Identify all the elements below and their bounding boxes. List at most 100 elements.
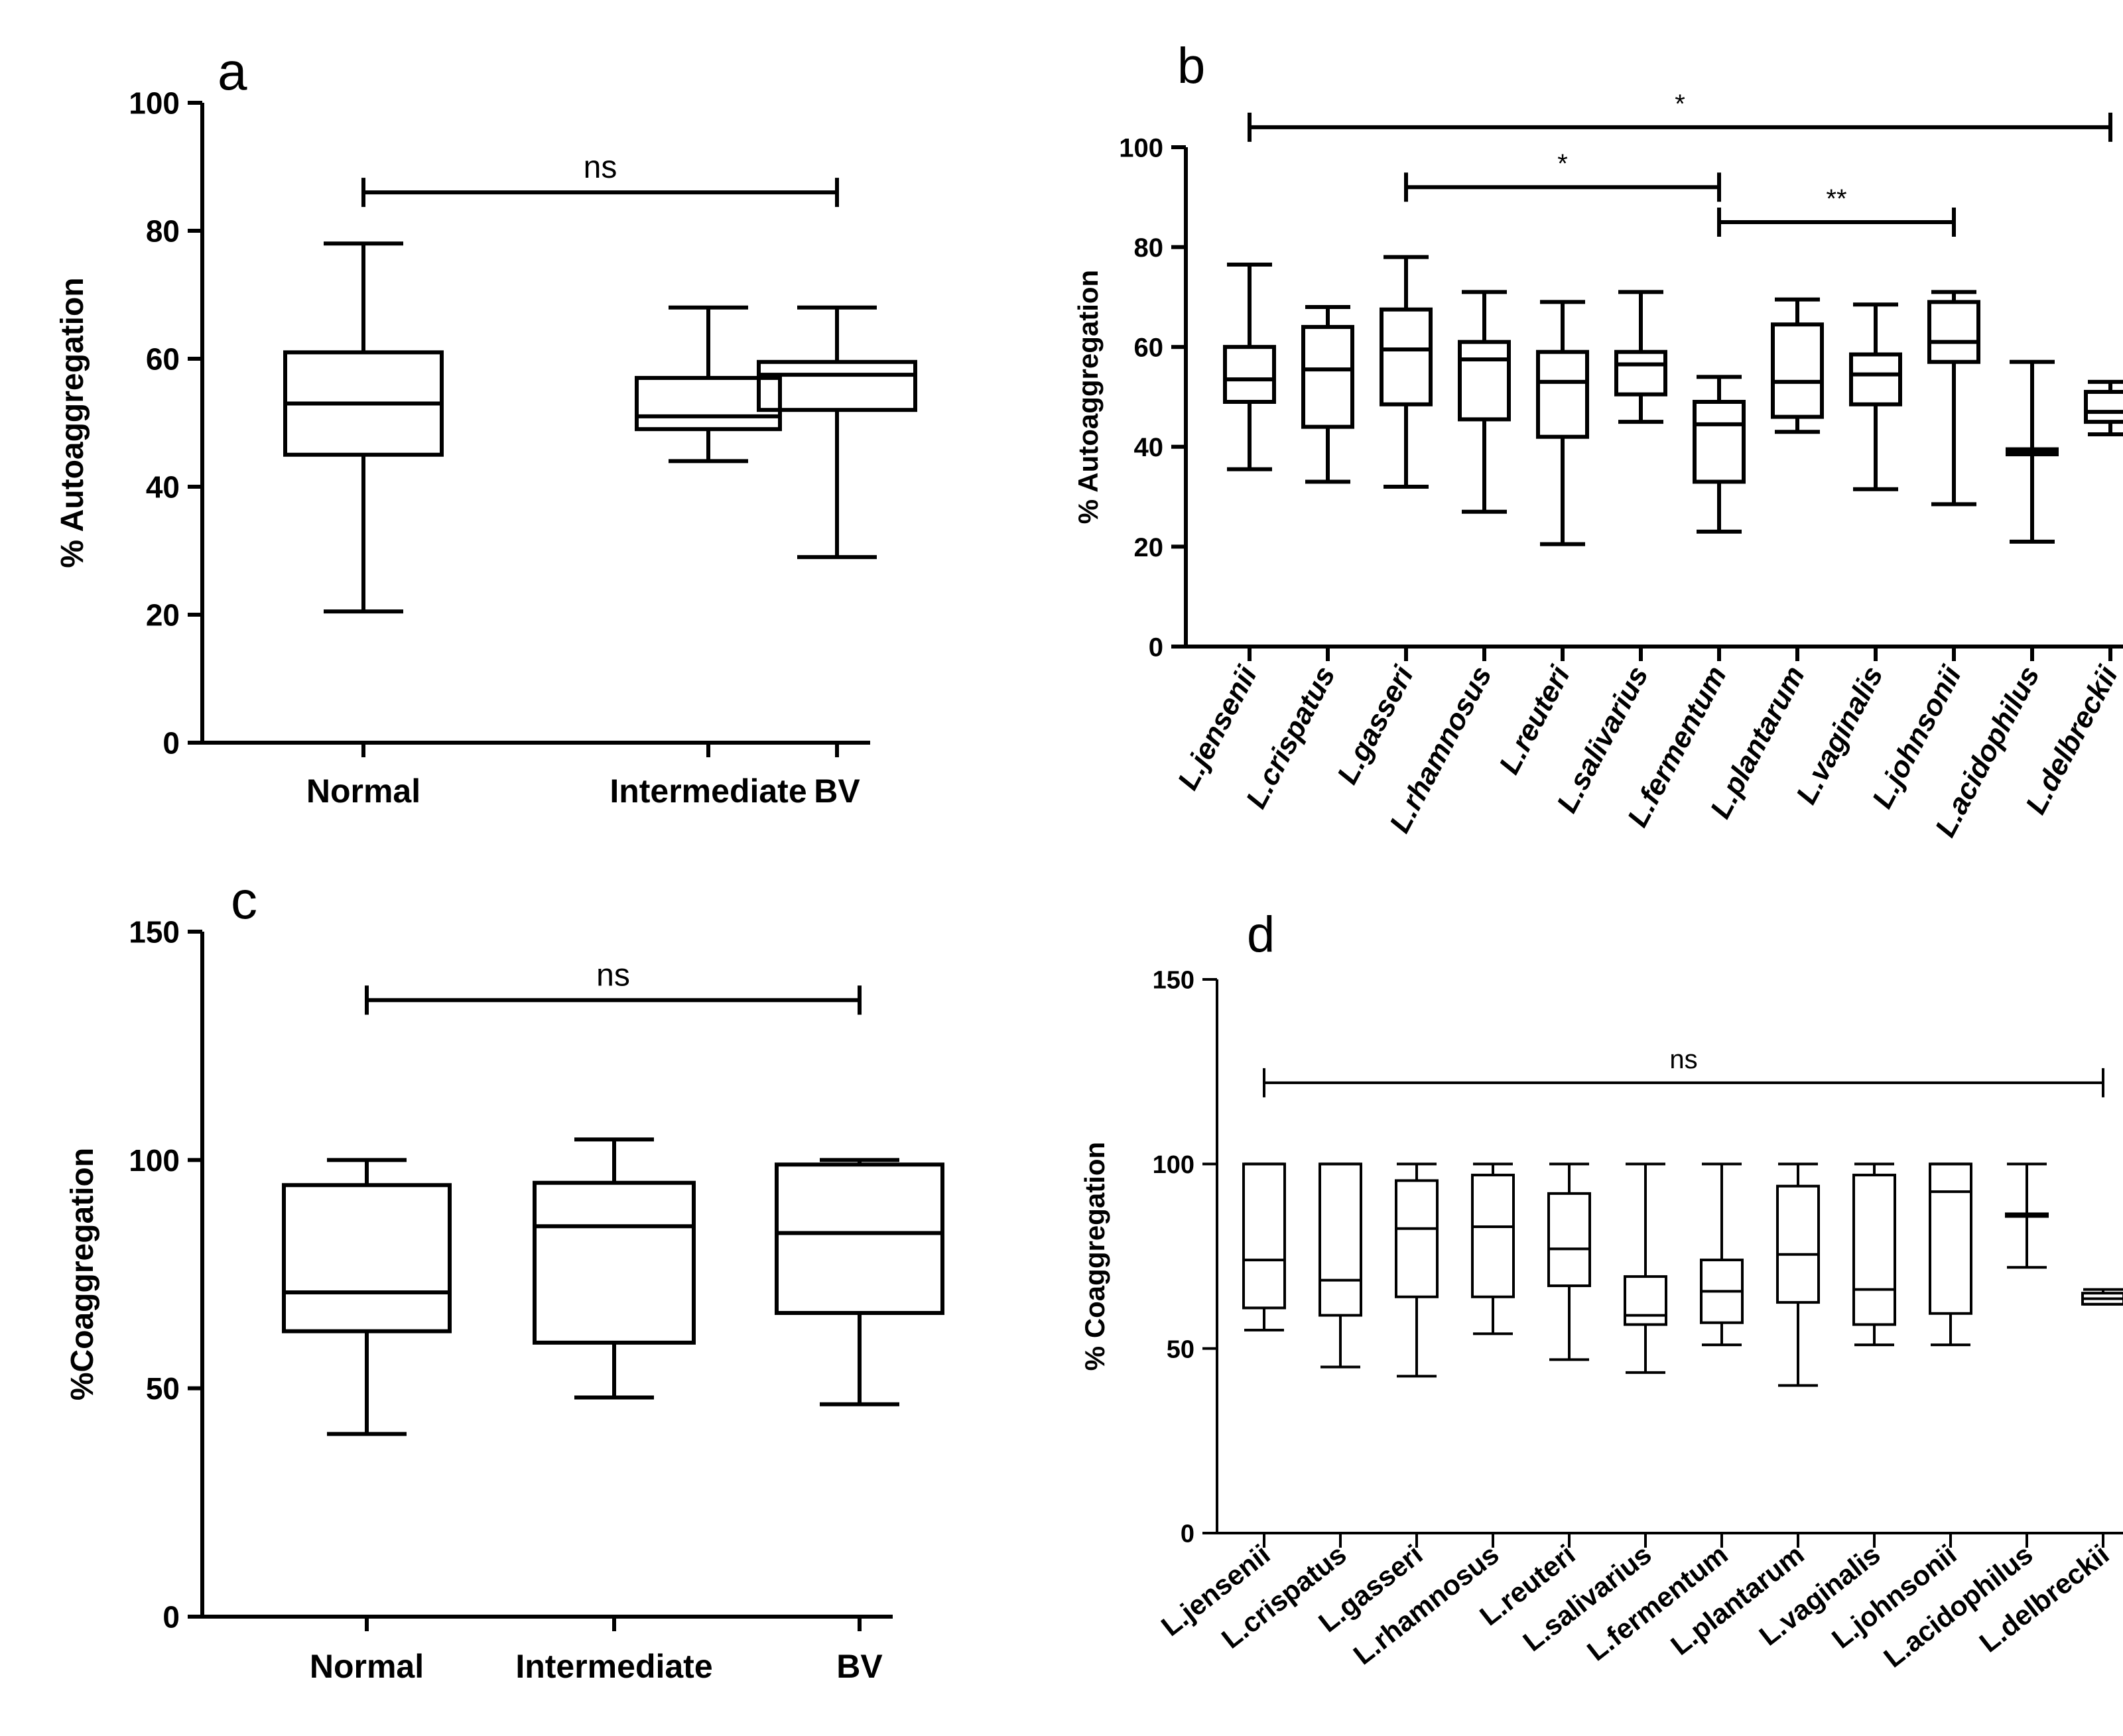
box-lgasseri <box>1395 1162 1439 1378</box>
y-axis-title: % Autoaggregation <box>1072 270 1104 524</box>
box-ljohnsonii <box>1929 1162 1972 1347</box>
comparison-bracket: ns <box>365 958 862 1015</box>
box-lrhamnosus <box>1458 290 1511 514</box>
box-lacidophilus <box>2006 359 2059 544</box>
iqr-box <box>1547 1192 1591 1288</box>
iqr-box <box>1380 307 1433 406</box>
panel-a: a 0 20 40 60 80 100 % Autoaggregation Normal Inte… <box>55 42 917 810</box>
box-lsalivarius <box>1624 1162 1667 1374</box>
box-lfermentum <box>1693 375 1746 534</box>
y-tick-label: 150 <box>1153 967 1194 995</box>
y-tick-label: 80 <box>146 214 180 249</box>
y-tick-label: 0 <box>162 1600 180 1635</box>
category-label: Intermediate <box>610 773 806 810</box>
box-normal <box>283 241 444 614</box>
iqr-box <box>1458 340 1511 422</box>
box-lfermentum <box>1700 1162 1744 1347</box>
box-ldelbreckii <box>2084 379 2123 436</box>
panel-letter: b <box>1177 38 1205 94</box>
y-tick-label: 100 <box>129 1143 180 1178</box>
comparison-bracket: ns <box>361 150 839 208</box>
iqr-box <box>635 375 782 432</box>
category-label: Normal <box>306 773 420 810</box>
category-label: L.jensenii <box>1171 660 1263 795</box>
box-lplantarum <box>1771 297 1824 434</box>
y-tick-label: 20 <box>146 598 180 633</box>
box-lplantarum <box>1776 1162 1820 1387</box>
category-label: Intermediate <box>515 1648 712 1685</box>
comparison-bracket: ns <box>1263 1045 2104 1097</box>
iqr-box <box>1849 352 1902 406</box>
y-tick-label: 0 <box>1149 633 1163 662</box>
iqr-box <box>1614 349 1667 397</box>
comparison-bracket: ** <box>1717 184 1956 237</box>
iqr-box <box>1771 322 1824 419</box>
iqr-box <box>533 1180 696 1345</box>
box-lrhamnosus <box>1471 1162 1515 1335</box>
y-tick-label: 100 <box>1153 1151 1194 1179</box>
y-tick-label: 80 <box>1134 233 1164 263</box>
significance-label: ** <box>1826 184 1846 214</box>
iqr-box <box>1929 1162 1972 1315</box>
category-label: L.gasseri <box>1331 660 1420 789</box>
box-lvaginalis <box>1852 1162 1896 1347</box>
y-tick-label: 50 <box>146 1371 180 1406</box>
box-bv <box>775 1158 944 1406</box>
category-label: BV <box>836 1648 883 1685</box>
iqr-box <box>1242 1162 1286 1310</box>
y-tick-label: 150 <box>129 915 180 950</box>
iqr-box <box>1395 1179 1439 1298</box>
iqr-box <box>775 1162 944 1316</box>
box-ljensenii <box>1223 262 1276 471</box>
iqr-box <box>1852 1174 1896 1326</box>
iqr-box <box>282 1183 452 1333</box>
significance-label: * <box>1675 90 1685 119</box>
iqr-box <box>1693 400 1746 484</box>
y-axis-title: % Autoaggregation <box>55 277 90 568</box>
y-tick-label: 0 <box>162 726 180 761</box>
y-axis-title: % Coaggregation <box>1079 1142 1110 1371</box>
box-lgasseri <box>1380 255 1433 489</box>
iqr-box <box>1223 345 1276 404</box>
box-intermediate <box>635 305 782 464</box>
y-tick-label: 40 <box>1134 433 1164 462</box>
y-tick-label: 20 <box>1134 533 1164 562</box>
box-lacidophilus <box>2005 1162 2049 1269</box>
iqr-box <box>1301 325 1354 429</box>
panel-letter: a <box>218 42 247 101</box>
box-ljohnsonii <box>1927 290 1980 507</box>
comparison-bracket: * <box>1248 90 2112 142</box>
box-lsalivarius <box>1614 290 1667 424</box>
panel-c: c 0 50 100 150 %Coaggregation Normal Intermedia… <box>65 871 944 1685</box>
box-normal <box>282 1158 452 1436</box>
iqr-box <box>1776 1184 1820 1304</box>
box-lcrispatus <box>1301 304 1354 484</box>
category-label: BV <box>814 773 860 810</box>
y-tick-label: 60 <box>1134 334 1164 363</box>
panel-letter: d <box>1247 906 1275 963</box>
y-tick-label: 100 <box>1119 133 1163 162</box>
iqr-box <box>1319 1162 1362 1317</box>
y-tick-label: 50 <box>1167 1335 1194 1363</box>
iqr-box <box>1536 349 1589 439</box>
iqr-box <box>1471 1174 1515 1298</box>
category-label: Normal <box>310 1648 424 1685</box>
box-ljensenii <box>1242 1162 1286 1332</box>
comparison-bracket: * <box>1404 149 1721 202</box>
y-tick-label: 60 <box>146 342 180 377</box>
y-tick-label: 0 <box>1181 1520 1194 1548</box>
significance-label: ns <box>584 150 617 185</box>
iqr-box <box>1624 1275 1667 1326</box>
panel-letter: c <box>231 871 257 930</box>
panel-b: b 0 20 40 60 80 100 % Autoaggregation L.jensenii… <box>1072 38 2123 842</box>
box-bv <box>757 305 917 560</box>
box-lvaginalis <box>1849 302 1902 491</box>
y-tick-label: 40 <box>146 470 180 505</box>
box-lreuteri <box>1547 1162 1591 1361</box>
iqr-box <box>757 359 917 412</box>
box-lreuteri <box>1536 300 1589 546</box>
category-label: L.delbreckii <box>1974 1538 2115 1658</box>
iqr-box <box>2084 389 2123 424</box>
